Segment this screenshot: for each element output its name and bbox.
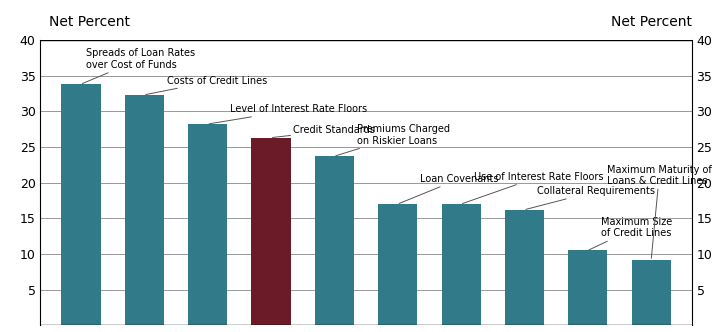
- Bar: [315, 156, 354, 325]
- Bar: [442, 204, 481, 325]
- Text: Costs of Credit Lines: Costs of Credit Lines: [146, 75, 267, 95]
- Bar: [505, 210, 544, 325]
- Text: Loan Covenants: Loan Covenants: [399, 174, 499, 204]
- Text: Use of Interest Rate Floors: Use of Interest Rate Floors: [463, 172, 603, 204]
- Text: Net Percent: Net Percent: [49, 15, 130, 29]
- Text: Level of Interest Rate Floors: Level of Interest Rate Floors: [209, 104, 367, 124]
- Text: Credit Standards: Credit Standards: [273, 125, 375, 137]
- Text: Collateral Requirements: Collateral Requirements: [526, 186, 655, 209]
- Bar: [188, 124, 228, 325]
- Text: Net Percent: Net Percent: [611, 15, 692, 29]
- Bar: [631, 260, 671, 325]
- Bar: [125, 95, 164, 325]
- Text: Spreads of Loan Rates
over Cost of Funds: Spreads of Loan Rates over Cost of Funds: [83, 48, 195, 84]
- Text: Maximum Size
of Credit Lines: Maximum Size of Credit Lines: [589, 217, 672, 250]
- Bar: [378, 204, 418, 325]
- Bar: [252, 138, 291, 325]
- Bar: [568, 250, 608, 325]
- Bar: [62, 84, 101, 325]
- Text: Maximum Maturity of
Loans & Credit Lines: Maximum Maturity of Loans & Credit Lines: [607, 165, 712, 258]
- Text: Premiums Charged
on Riskier Loans: Premiums Charged on Riskier Loans: [336, 124, 450, 156]
